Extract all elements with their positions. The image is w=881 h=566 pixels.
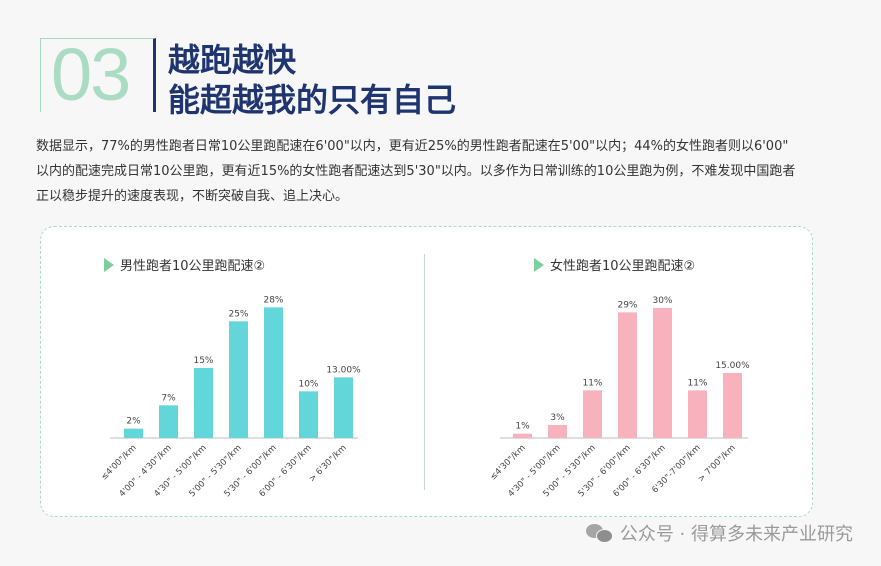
bar [618,312,637,438]
bar [124,428,143,438]
x-tick-label: > 7'00"/km [696,443,737,484]
title-line-2: 能超越我的只有自己 [168,81,457,119]
data-label: 13.00% [326,365,361,375]
title-marker-icon [534,258,544,272]
watermark: 公众号 · 得算多未来产业研究 [585,520,853,546]
data-label: 28% [263,295,283,305]
data-label: 1% [515,422,530,432]
data-label: 10% [298,379,318,389]
bar [229,321,248,438]
data-label: 15.00% [715,361,750,371]
charts-panel [40,226,813,517]
bar [194,368,213,438]
bar [159,405,178,438]
bar [653,308,672,438]
data-label: 3% [550,413,565,423]
description-line: 正以稳步提升的速度表现，不断突破自我、追上决心。 [36,189,349,204]
data-label: 7% [161,393,176,403]
bar [688,390,707,438]
data-label: 11% [687,378,707,388]
chart-title: 男性跑者10公里跑配速② [120,259,265,274]
bar [513,433,532,438]
section-number: 03 [51,33,131,116]
description-line: 以内的配速完成日常10公里跑，更有近15%的女性跑者配速达到5'30"以内。以多… [36,164,796,179]
bar [723,373,742,438]
section-number-badge: 03 [40,33,156,116]
chart-title: 女性跑者10公里跑配速② [550,258,695,274]
bar [548,425,567,438]
panel-divider [424,254,425,490]
bar [583,390,602,438]
page-title: 越跑越快 能超越我的只有自己 [168,40,456,120]
bar [264,307,283,438]
data-label: 30% [652,296,672,306]
bar [334,377,353,438]
data-label: 29% [617,300,637,310]
x-tick-label: > 6'30"/km [307,443,348,484]
wechat-icon [585,523,613,543]
data-label: 25% [228,309,248,319]
title-line-1: 越跑越快 [168,41,297,79]
data-label: 2% [126,417,141,427]
description-line: 数据显示，77%的男性跑者日常10公里跑配速在6'00"以内，更有近25%的男性… [36,139,789,154]
title-marker-icon [104,258,114,272]
bar [299,391,318,438]
description-paragraph: 数据显示，77%的男性跑者日常10公里跑配速在6'00"以内，更有近25%的男性… [36,134,836,209]
data-label: 15% [193,356,213,366]
watermark-text: 公众号 · 得算多未来产业研究 [619,524,853,545]
data-label: 11% [582,378,602,388]
